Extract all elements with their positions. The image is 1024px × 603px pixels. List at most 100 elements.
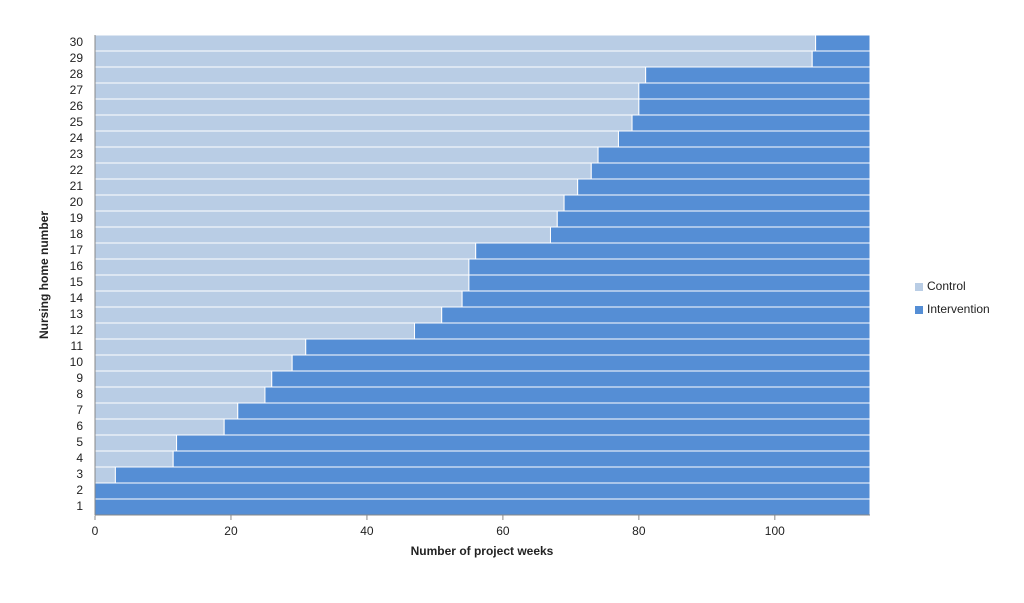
y-tick-label: 1: [76, 499, 83, 513]
y-tick-label: 20: [70, 195, 84, 209]
bar-segment: [94, 194, 565, 212]
bar-segment: [94, 66, 647, 84]
bar-segment: [94, 290, 463, 308]
x-tick-label: 0: [92, 524, 99, 538]
y-tick-label: 9: [76, 371, 83, 385]
bar-segment: [638, 82, 871, 100]
bar-segment: [223, 418, 871, 436]
y-tick-label: 17: [70, 243, 84, 257]
bar-segment: [176, 434, 871, 452]
bar-segment: [468, 274, 871, 292]
bar-segment: [305, 338, 871, 356]
y-tick-label: 7: [76, 403, 83, 417]
bar-segment: [94, 370, 273, 388]
bar-segment: [94, 210, 558, 228]
y-tick-label: 24: [70, 131, 84, 145]
y-tick-label: 21: [70, 179, 84, 193]
bar-segment: [291, 354, 871, 372]
y-tick-label: 22: [70, 163, 84, 177]
y-tick-label: 29: [70, 51, 84, 65]
y-tick-label: 10: [70, 355, 84, 369]
y-tick-label: 14: [70, 291, 84, 305]
y-tick-label: 18: [70, 227, 84, 241]
y-tick-label: 28: [70, 67, 84, 81]
bar-segment: [815, 34, 871, 52]
bar-segment: [94, 226, 551, 244]
bar-segment: [94, 322, 416, 340]
bar-segment: [94, 178, 579, 196]
x-tick-label: 80: [632, 524, 646, 538]
bar-segment: [638, 98, 871, 116]
bar-segment: [94, 274, 470, 292]
bar-segment: [577, 178, 871, 196]
bar-segment: [549, 226, 871, 244]
bar-segment: [94, 498, 871, 516]
legend-label: Control: [927, 279, 966, 293]
bar-segment: [94, 434, 178, 452]
legend-swatch: [915, 306, 923, 314]
y-tick-label: 2: [76, 483, 83, 497]
bar-segment: [94, 34, 817, 52]
bar-segment: [811, 50, 871, 68]
bar-segment: [237, 402, 871, 420]
y-tick-label: 16: [70, 259, 84, 273]
bar-segment: [617, 130, 871, 148]
bar-segment: [563, 194, 871, 212]
bar-segment: [461, 290, 871, 308]
bar-segment: [475, 242, 871, 260]
y-tick-label: 30: [70, 35, 84, 49]
bar-segment: [114, 466, 871, 484]
y-tick-label: 11: [71, 339, 84, 353]
bar-segment: [94, 114, 633, 132]
y-tick-label: 12: [70, 323, 84, 337]
bar-segment: [645, 66, 871, 84]
y-tick-label: 19: [70, 211, 84, 225]
bar-segment: [94, 466, 116, 484]
bar-segment: [94, 450, 174, 468]
bar-segment: [271, 370, 871, 388]
bar-segment: [590, 162, 871, 180]
x-tick-label: 20: [224, 524, 238, 538]
bar-segment: [94, 162, 592, 180]
y-tick-label: 25: [70, 115, 84, 129]
y-tick-label: 3: [76, 467, 83, 481]
y-tick-label: 4: [76, 451, 83, 465]
legend-swatch: [915, 283, 923, 291]
x-tick-label: 100: [765, 524, 785, 538]
y-tick-label: 6: [76, 419, 83, 433]
bar-segment: [597, 146, 871, 164]
y-tick-label: 13: [70, 307, 84, 321]
y-tick-label: 5: [76, 435, 83, 449]
bar-segment: [94, 386, 266, 404]
bar-segment: [94, 338, 307, 356]
y-tick-label: 26: [70, 99, 84, 113]
y-tick-label: 8: [76, 387, 83, 401]
y-tick-label: 15: [70, 275, 84, 289]
bar-segment: [94, 146, 599, 164]
bar-segment: [94, 242, 477, 260]
bar-segment: [172, 450, 871, 468]
bar-segment: [94, 354, 293, 372]
bar-segment: [264, 386, 871, 404]
y-axis-title: Nursing home number: [37, 211, 51, 339]
y-tick-label: 23: [70, 147, 84, 161]
bar-segment: [94, 98, 640, 116]
y-tick-label: 27: [70, 83, 84, 97]
x-axis-title: Number of project weeks: [411, 544, 554, 558]
x-tick-label: 40: [360, 524, 374, 538]
bar-segment: [556, 210, 871, 228]
bar-segment: [94, 50, 813, 68]
bar-segment: [94, 418, 225, 436]
legend-label: Intervention: [927, 302, 990, 316]
bar-segment: [414, 322, 871, 340]
bar-segment: [94, 482, 871, 500]
bar-segment: [631, 114, 871, 132]
bar-segment: [441, 306, 871, 324]
bar-segment: [94, 402, 239, 420]
bar-segment: [94, 130, 619, 148]
x-tick-label: 60: [496, 524, 510, 538]
bar-segment: [468, 258, 871, 276]
bar-segment: [94, 306, 443, 324]
bar-segment: [94, 258, 470, 276]
